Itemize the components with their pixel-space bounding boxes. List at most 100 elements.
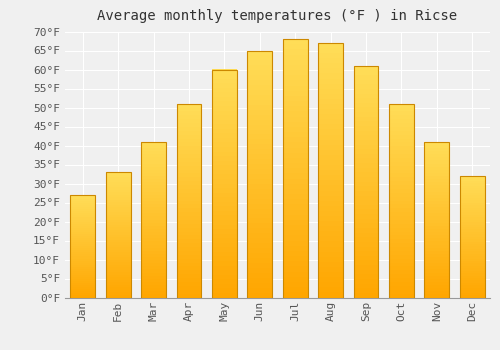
Bar [248,105,272,110]
Bar [424,173,450,176]
Bar [318,74,343,78]
Bar [212,279,237,284]
Bar [176,116,202,119]
Bar [70,259,95,260]
Bar [283,111,308,117]
Bar [424,182,450,185]
Bar [460,222,484,225]
Bar [106,202,130,205]
Bar [176,177,202,181]
Bar [318,221,343,226]
Bar [248,125,272,130]
Bar [389,201,414,204]
Bar [248,50,272,55]
Bar [318,140,343,145]
Bar [106,247,130,250]
Bar [106,195,130,197]
Bar [424,223,450,226]
Bar [354,223,378,228]
Bar [424,251,450,254]
Bar [354,256,378,260]
Bar [460,205,484,208]
Bar [212,234,237,238]
Bar [141,273,166,276]
Bar [141,201,166,204]
Bar [424,179,450,182]
Bar [248,258,272,263]
Bar [424,217,450,219]
Bar [283,236,308,241]
Bar [141,254,166,257]
Bar [318,145,343,150]
Bar [212,70,237,74]
Bar [106,262,130,265]
Bar [354,149,378,154]
Bar [106,260,130,262]
Bar [70,195,95,298]
Bar [106,230,130,232]
Bar [70,219,95,222]
Bar [283,215,308,220]
Bar [389,116,414,119]
Bar [176,232,202,236]
Bar [354,214,378,219]
Bar [460,181,484,183]
Bar [389,107,414,111]
Bar [248,90,272,95]
Bar [354,233,378,237]
Bar [70,248,95,250]
Bar [283,122,308,127]
Bar [283,174,308,178]
Bar [212,156,237,161]
Bar [248,75,272,80]
Bar [70,260,95,262]
Bar [318,180,343,186]
Bar [70,232,95,234]
Bar [283,277,308,282]
Bar [318,109,343,114]
Bar [141,219,166,223]
Bar [106,180,130,182]
Bar [141,248,166,251]
Bar [141,210,166,214]
Bar [212,138,237,142]
Bar [106,192,130,195]
Bar [212,266,237,270]
Bar [460,239,484,241]
Bar [460,241,484,244]
Bar [176,170,202,174]
Bar [141,235,166,238]
Bar [283,272,308,277]
Bar [283,189,308,194]
Bar [318,287,343,292]
Bar [424,142,450,298]
Bar [318,216,343,221]
Bar [389,119,414,123]
Bar [106,275,130,278]
Bar [424,188,450,191]
Bar [106,295,130,298]
Bar [354,209,378,214]
Bar [389,274,414,278]
Bar [248,243,272,248]
Bar [212,129,237,133]
Bar [389,220,414,224]
Bar [141,217,166,219]
Bar [141,173,166,176]
Bar [248,218,272,223]
Bar [212,243,237,247]
Bar [354,274,378,279]
Bar [460,275,484,278]
Bar [354,205,378,209]
Bar [212,275,237,279]
Bar [389,255,414,259]
Bar [141,241,166,245]
Bar [106,217,130,220]
Bar [389,111,414,116]
Bar [141,154,166,157]
Bar [460,273,484,275]
Bar [212,92,237,97]
Bar [318,282,343,287]
Bar [70,222,95,224]
Bar [318,155,343,160]
